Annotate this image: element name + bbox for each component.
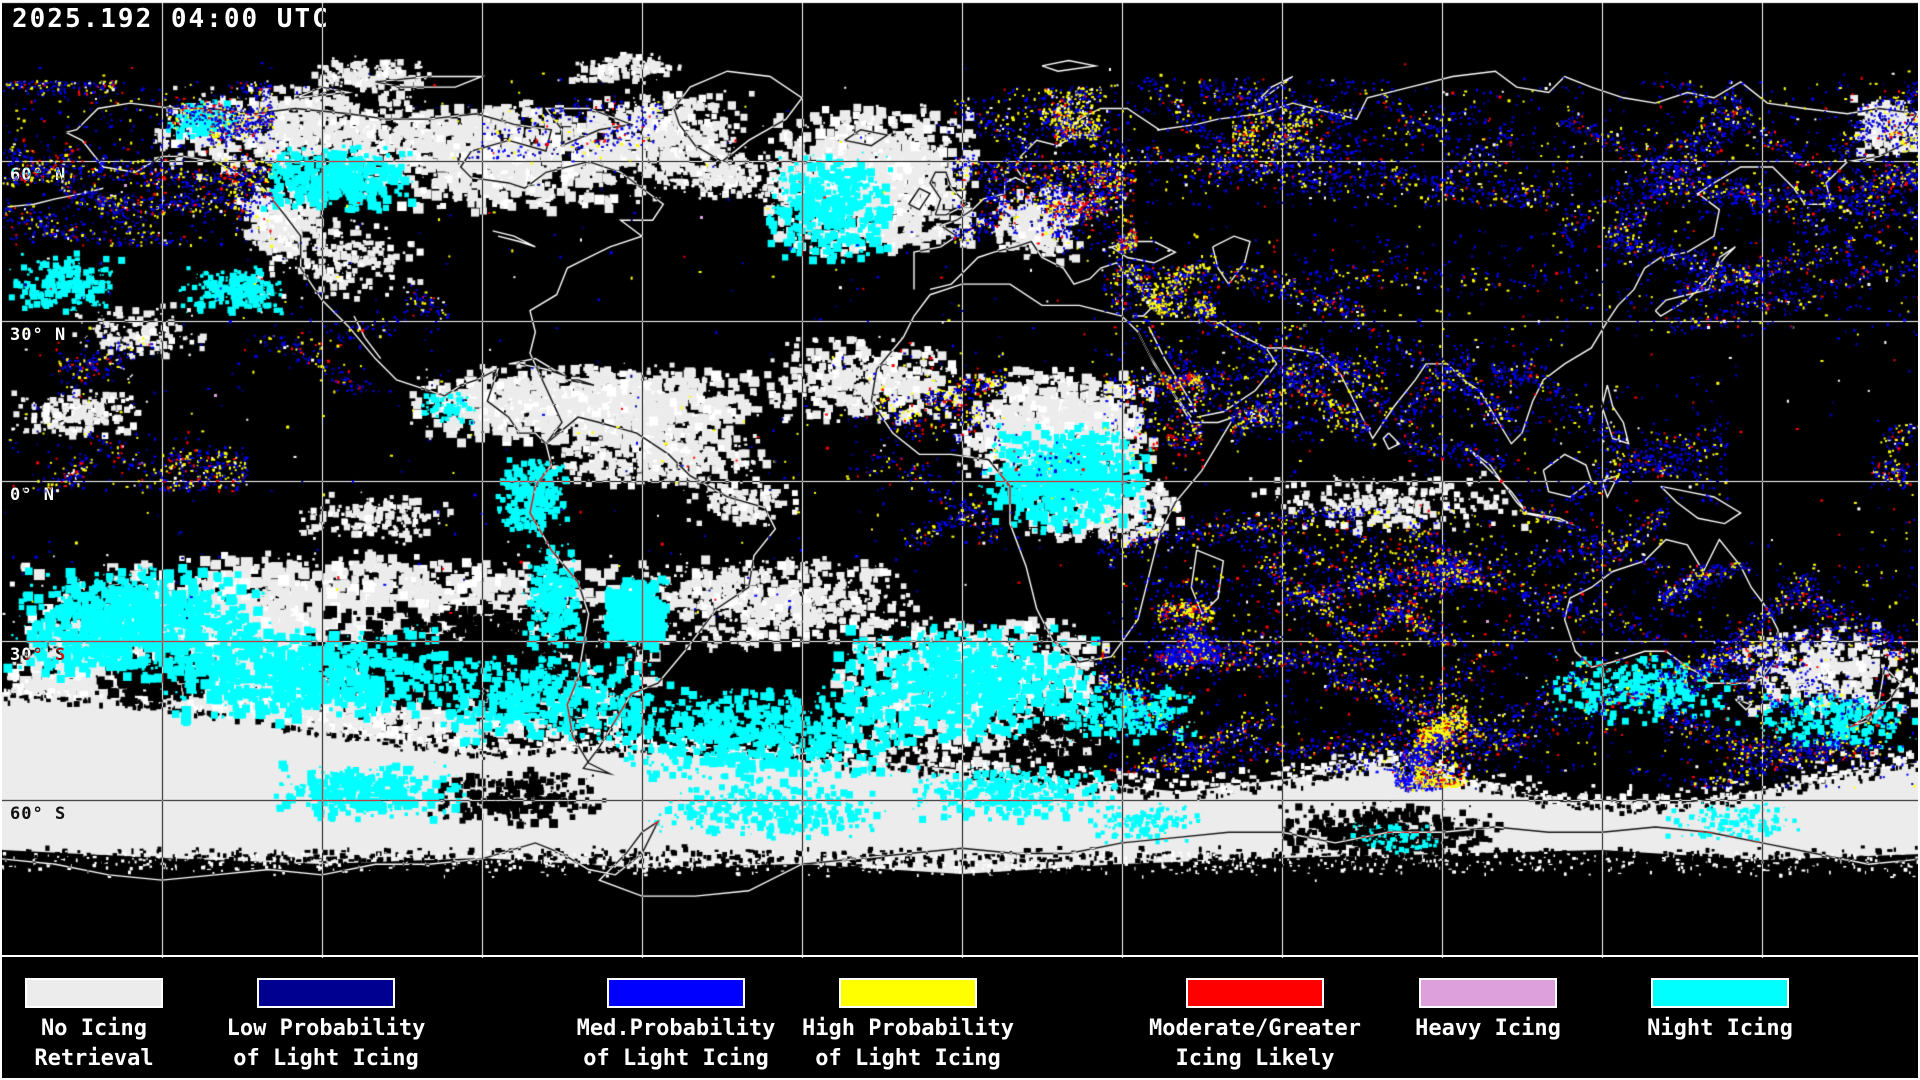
legend-label-moderate-greater: Moderate/Greater Icing Likely	[1149, 1016, 1361, 1071]
legend-swatch-low-prob	[257, 978, 395, 1008]
legend-swatch-high-prob	[839, 978, 977, 1008]
legend-item-med-prob: Med.Probability of Light Icing	[577, 978, 775, 1071]
legend-label-med-prob: Med.Probability of Light Icing	[576, 1016, 776, 1071]
legend-swatch-no-icing	[25, 978, 163, 1008]
legend-item-no-icing: No Icing Retrieval	[25, 978, 163, 1071]
legend-label-heavy-icing: Heavy Icing	[1415, 1016, 1561, 1041]
legend-bar: No Icing Retrieval Low Probability of Ligh…	[2, 958, 1918, 1078]
legend-label-night-icing: Night Icing	[1647, 1016, 1793, 1041]
map-bottom-border	[2, 955, 1918, 957]
timestamp: 2025.192 04:00 UTC	[12, 4, 330, 34]
legend-swatch-med-prob	[607, 978, 745, 1008]
lat-label-30s: 30° S	[10, 645, 67, 665]
world-icing-map-canvas	[2, 2, 1918, 958]
legend-label-no-icing: No Icing Retrieval	[34, 1016, 154, 1071]
legend-item-high-prob: High Probability of Light Icing	[802, 978, 1014, 1071]
legend-label-low-prob: Low Probability of Light Icing	[226, 1016, 426, 1071]
legend-item-heavy-icing: Heavy Icing	[1415, 978, 1561, 1041]
lat-label-60n: 60° N	[10, 165, 67, 185]
lat-label-60s: 60° S	[10, 804, 67, 824]
legend-label-high-prob: High Probability of Light Icing	[802, 1016, 1014, 1071]
legend-item-moderate-greater: Moderate/Greater Icing Likely	[1149, 978, 1361, 1071]
lat-label-0n: 0° N	[10, 485, 55, 505]
legend-swatch-heavy-icing	[1419, 978, 1557, 1008]
lat-label-30n: 30° N	[10, 325, 67, 345]
legend-item-low-prob: Low Probability of Light Icing	[227, 978, 425, 1071]
legend-swatch-moderate-greater	[1186, 978, 1324, 1008]
legend-swatch-night-icing	[1651, 978, 1789, 1008]
legend-item-night-icing: Night Icing	[1647, 978, 1793, 1041]
